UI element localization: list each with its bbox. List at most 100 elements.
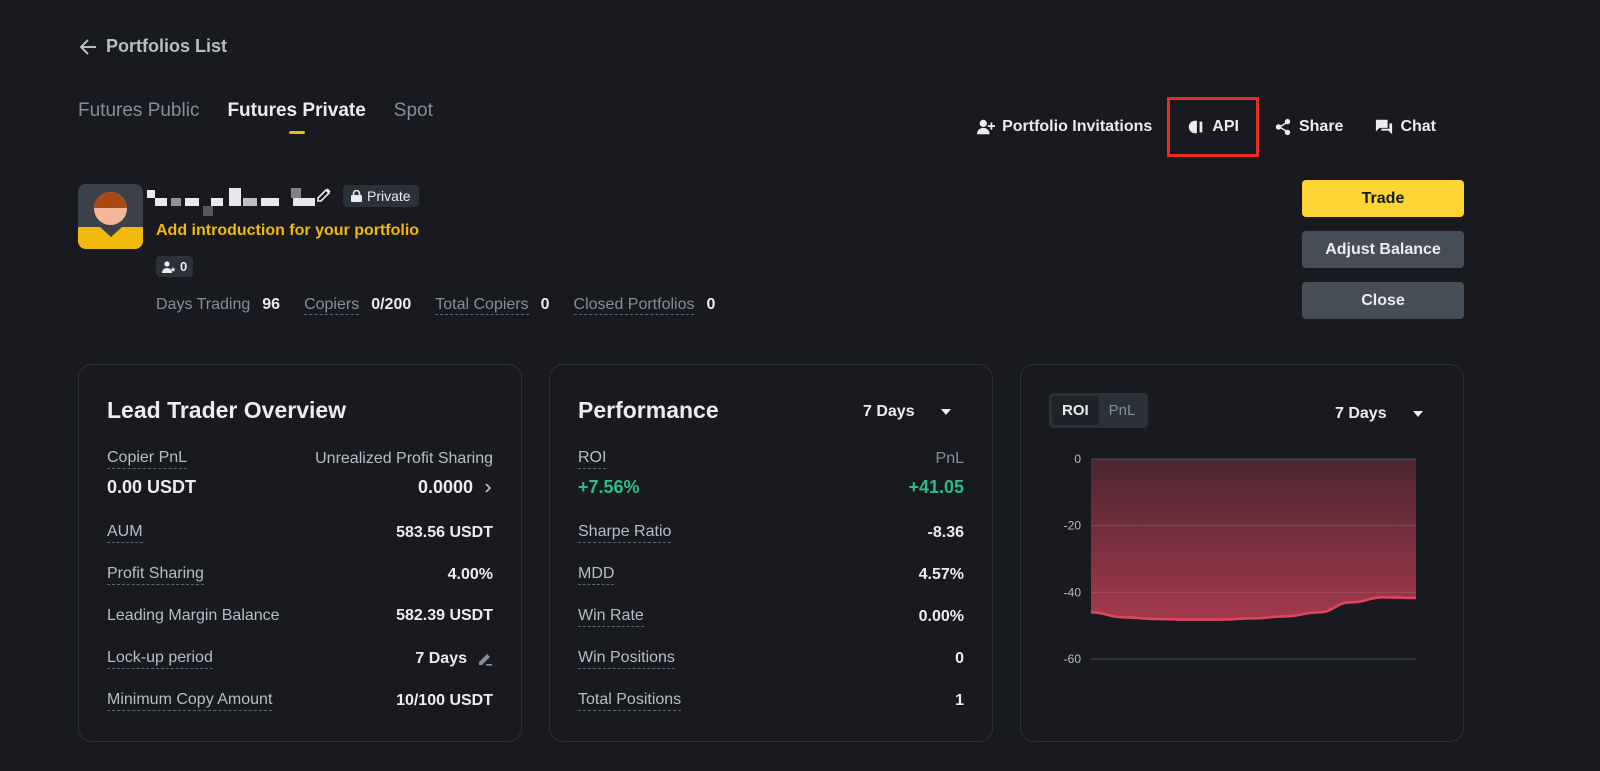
add-introduction-link[interactable]: Add introduction for your portfolio	[156, 222, 420, 239]
lead-trader-overview-card: Lead Trader Overview Copier PnL Unrealiz…	[78, 364, 522, 742]
totalpos-value: 1	[955, 692, 964, 709]
private-badge: Private	[343, 185, 419, 207]
y-tick-label: 0	[1074, 452, 1081, 466]
period-label: 7 Days	[863, 403, 915, 420]
chat-link[interactable]: Chat	[1359, 112, 1436, 142]
perf-value-row: +7.56% +41.05	[578, 477, 964, 498]
chat-icon	[1376, 119, 1393, 135]
plug-icon	[1189, 120, 1203, 134]
lock-icon	[351, 190, 362, 202]
caret-down-icon	[1412, 411, 1423, 417]
chevron-right-icon	[485, 482, 492, 493]
performance-card: Performance 7 Days ROI PnL +7.56% +41.05…	[549, 364, 993, 742]
stat-closed-portfolios: Closed Portfolios 0	[573, 296, 716, 315]
tab-futures-private[interactable]: Futures Private	[227, 100, 365, 134]
overview-header-row: Copier PnL Unrealized Profit Sharing	[107, 449, 493, 469]
leading-margin-value: 582.39 USDT	[396, 607, 493, 624]
back-link[interactable]: Portfolios List	[78, 36, 227, 57]
leading-margin-label: Leading Margin Balance	[107, 607, 280, 624]
card-title: Performance	[578, 397, 719, 423]
sharpe-row: Sharpe Ratio -8.36	[578, 523, 964, 543]
lockup-value: 7 Days	[415, 650, 467, 667]
copier-count: 0	[180, 259, 188, 274]
winpos-value: 0	[955, 650, 964, 667]
stat-copiers: Copiers 0/200	[304, 296, 411, 315]
share-label: Share	[1298, 118, 1344, 135]
api-link[interactable]: API	[1167, 97, 1259, 157]
profit-sharing-label[interactable]: Profit Sharing	[107, 565, 204, 585]
unrealized-profit-label: Unrealized Profit Sharing	[315, 450, 493, 467]
copier-pnl-label[interactable]: Copier PnL	[107, 449, 188, 469]
sharpe-label[interactable]: Sharpe Ratio	[578, 523, 672, 543]
share-link[interactable]: Share	[1258, 112, 1359, 142]
users-icon	[162, 260, 176, 273]
aum-value: 583.56 USDT	[396, 524, 493, 541]
unrealized-profit-value: 0.0000	[417, 477, 473, 497]
totalpos-label[interactable]: Total Positions	[578, 691, 682, 711]
lockup-label[interactable]: Lock-up period	[107, 649, 213, 669]
performance-period-dropdown[interactable]: 7 Days	[863, 403, 951, 421]
roi-chart: 0 -20 -40 -60	[1064, 452, 1417, 666]
mdd-label[interactable]: MDD	[578, 565, 615, 585]
portfolio-invitations-link[interactable]: Portfolio Invitations	[961, 112, 1168, 142]
winrate-value: 0.00%	[918, 608, 964, 625]
roi-value: +7.56%	[578, 477, 640, 497]
copier-pnl-value: 0.00 USDT	[107, 477, 197, 497]
period-label: 7 Days	[1335, 405, 1387, 422]
back-label: Portfolios List	[106, 36, 227, 56]
stat-days-trading: Days Trading 96	[156, 296, 280, 315]
stat-value: 0	[540, 296, 550, 313]
chart-period-dropdown[interactable]: 7 Days	[1335, 405, 1423, 423]
lockup-value-wrap: 7 Days	[415, 650, 493, 668]
aum-row: AUM 583.56 USDT	[107, 523, 493, 543]
tab-futures-public[interactable]: Futures Public	[78, 100, 200, 121]
aum-label[interactable]: AUM	[107, 523, 143, 543]
adjust-balance-button[interactable]: Adjust Balance	[1302, 231, 1464, 268]
winrate-label[interactable]: Win Rate	[578, 607, 644, 627]
toggle-roi[interactable]: ROI	[1052, 396, 1099, 425]
api-label: API	[1212, 118, 1239, 135]
winrate-row: Win Rate 0.00%	[578, 607, 964, 627]
unrealized-profit-value-wrap[interactable]: 0.0000	[418, 477, 493, 498]
close-button[interactable]: Close	[1302, 282, 1464, 319]
toggle-pnl[interactable]: PnL	[1108, 402, 1136, 419]
min-copy-row: Minimum Copy Amount 10/100 USDT	[107, 691, 493, 711]
totalpos-row: Total Positions 1	[578, 691, 964, 711]
trade-button[interactable]: Trade	[1302, 180, 1464, 217]
roi-label[interactable]: ROI	[578, 449, 607, 469]
edit-icon[interactable]	[317, 188, 331, 202]
perf-header-row: ROI PnL	[578, 449, 964, 469]
portfolio-stats: Days Trading 96 Copiers 0/200 Total Copi…	[156, 296, 715, 315]
chat-label: Chat	[1400, 118, 1436, 135]
winpos-row: Win Positions 0	[578, 649, 964, 669]
overview-value-row: 0.00 USDT 0.0000	[107, 477, 493, 498]
stat-value: 96	[262, 296, 281, 313]
roi-line	[1090, 596, 1417, 621]
mdd-value: 4.57%	[918, 566, 964, 583]
user-add-icon	[977, 119, 996, 135]
profit-sharing-row: Profit Sharing 4.00%	[107, 565, 493, 585]
copier-count-badge: 0	[156, 256, 194, 277]
arrow-left-icon	[79, 38, 96, 55]
y-tick-label: -40	[1064, 585, 1082, 599]
profit-sharing-value: 4.00%	[447, 566, 493, 583]
pnl-value: +41.05	[908, 477, 964, 497]
winpos-label[interactable]: Win Positions	[578, 649, 675, 669]
pnl-label: PnL	[935, 450, 964, 467]
private-label: Private	[367, 188, 411, 204]
stat-label[interactable]: Copiers	[304, 296, 360, 315]
stat-label: Days Trading	[156, 296, 251, 313]
stat-total-copiers: Total Copiers 0	[435, 296, 550, 315]
stat-label[interactable]: Total Copiers	[435, 296, 529, 315]
y-tick-label: -20	[1064, 519, 1082, 533]
tab-spot[interactable]: Spot	[393, 100, 433, 121]
portfolio-invitations-label: Portfolio Invitations	[1002, 118, 1153, 135]
pencil-icon[interactable]	[477, 651, 493, 667]
caret-down-icon	[940, 409, 951, 415]
min-copy-value: 10/100 USDT	[396, 692, 493, 709]
stat-label[interactable]: Closed Portfolios	[573, 296, 695, 315]
min-copy-label[interactable]: Minimum Copy Amount	[107, 691, 273, 711]
mdd-row: MDD 4.57%	[578, 565, 964, 585]
stat-value: 0	[706, 296, 716, 313]
portfolio-tabs: Futures Public Futures Private Spot	[78, 100, 433, 134]
